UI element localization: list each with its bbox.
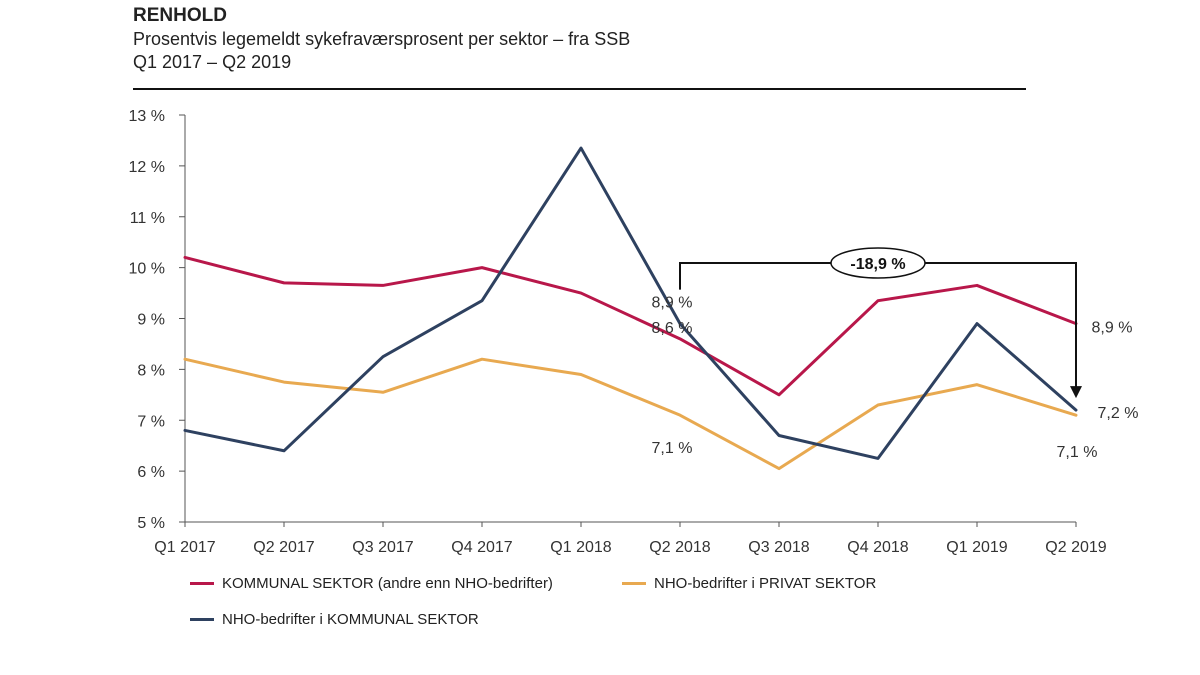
x-tick-label: Q3 2018 bbox=[748, 539, 809, 556]
annotation-label: -18,9 % bbox=[850, 256, 905, 273]
x-tick-label: Q1 2018 bbox=[550, 539, 611, 556]
data-label: 8,9 % bbox=[1092, 320, 1133, 337]
x-tick-label: Q4 2017 bbox=[451, 539, 512, 556]
legend-item-nho-kommunal: NHO-bedrifter i KOMMUNAL SEKTOR bbox=[190, 611, 479, 628]
annotation-bubble bbox=[830, 247, 926, 279]
y-tick-label: 5 % bbox=[137, 515, 165, 532]
y-tick-label: 10 % bbox=[129, 261, 165, 278]
chart-title: RENHOLD bbox=[133, 5, 227, 26]
series-line-kommunal bbox=[183, 255, 1078, 397]
legend-swatch-nho-privat bbox=[622, 582, 646, 585]
x-tick-label: Q1 2019 bbox=[946, 539, 1007, 556]
header-divider bbox=[133, 88, 1026, 90]
legend-swatch-nho-kommunal bbox=[190, 618, 214, 621]
series-line-nho-kommunal bbox=[183, 146, 1078, 460]
chart-header: RENHOLD Prosentvis legemeldt sykefraværs… bbox=[133, 4, 1026, 74]
x-tick-label: Q2 2018 bbox=[649, 539, 710, 556]
y-tick-label: 11 % bbox=[130, 210, 165, 227]
x-tick-label: Q2 2019 bbox=[1045, 539, 1106, 556]
data-label: 7,1 % bbox=[652, 440, 693, 457]
annotation-arrowhead bbox=[1070, 386, 1082, 399]
x-tick-label: Q2 2017 bbox=[253, 539, 314, 556]
data-label: 7,2 % bbox=[1098, 405, 1139, 422]
y-tick-label: 8 % bbox=[137, 362, 165, 379]
legend-item-nho-privat: NHO-bedrifter i PRIVAT SEKTOR bbox=[622, 575, 876, 592]
data-label: 8,6 % bbox=[652, 320, 693, 337]
legend-label-nho-kommunal: NHO-bedrifter i KOMMUNAL SEKTOR bbox=[222, 611, 479, 628]
y-tick-label: 13 % bbox=[129, 108, 165, 125]
y-tick-label: 9 % bbox=[137, 312, 165, 329]
data-label: 7,1 % bbox=[1057, 444, 1098, 461]
y-tick-label: 7 % bbox=[137, 413, 165, 430]
x-tick-label: Q3 2017 bbox=[352, 539, 413, 556]
y-tick-label: 6 % bbox=[137, 464, 165, 481]
y-tick-label: 12 % bbox=[129, 159, 165, 176]
annotation-bracket bbox=[679, 262, 1077, 389]
legend-label-kommunal: KOMMUNAL SEKTOR (andre enn NHO-bedrifter… bbox=[222, 575, 553, 592]
chart-period: Q1 2017 – Q2 2019 bbox=[133, 52, 292, 72]
legend-swatch-kommunal bbox=[190, 582, 214, 585]
x-tick-label: Q1 2017 bbox=[154, 539, 215, 556]
data-label: 8,9 % bbox=[652, 295, 693, 312]
legend-label-nho-privat: NHO-bedrifter i PRIVAT SEKTOR bbox=[654, 575, 877, 592]
legend-item-kommunal: KOMMUNAL SEKTOR (andre enn NHO-bedrifter… bbox=[190, 575, 553, 592]
chart-subtitle: Prosentvis legemeldt sykefraværsprosent … bbox=[133, 29, 631, 49]
series-line-nho-privat bbox=[183, 357, 1078, 471]
x-tick-label: Q4 2018 bbox=[847, 539, 908, 556]
